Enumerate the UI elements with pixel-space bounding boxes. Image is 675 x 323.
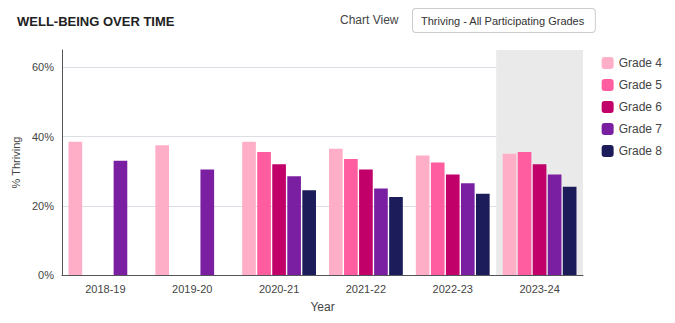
svg-text:40%: 40%: [32, 131, 54, 143]
svg-text:Grade 4: Grade 4: [619, 56, 663, 70]
svg-text:Thriving - All Participating G: Thriving - All Participating Grades: [421, 15, 585, 27]
svg-text:Grade 6: Grade 6: [619, 100, 663, 114]
svg-text:20%: 20%: [32, 200, 54, 212]
svg-text:2020-21: 2020-21: [259, 283, 299, 295]
svg-text:WELL-BEING OVER TIME: WELL-BEING OVER TIME: [17, 14, 175, 29]
svg-text:2018-19: 2018-19: [85, 283, 125, 295]
svg-text:2021-22: 2021-22: [346, 283, 386, 295]
svg-text:60%: 60%: [32, 61, 54, 73]
svg-text:0%: 0%: [38, 269, 54, 281]
svg-text:2022-23: 2022-23: [433, 283, 473, 295]
svg-text:Grade 8: Grade 8: [619, 144, 663, 158]
svg-text:2023-24: 2023-24: [519, 283, 559, 295]
svg-text:2019-20: 2019-20: [172, 283, 212, 295]
svg-text:Grade 5: Grade 5: [619, 78, 663, 92]
svg-text:% Thriving: % Thriving: [10, 137, 22, 189]
svg-text:Year: Year: [310, 300, 334, 314]
svg-text:Grade 7: Grade 7: [619, 122, 663, 136]
svg-text:Chart View: Chart View: [340, 13, 399, 27]
